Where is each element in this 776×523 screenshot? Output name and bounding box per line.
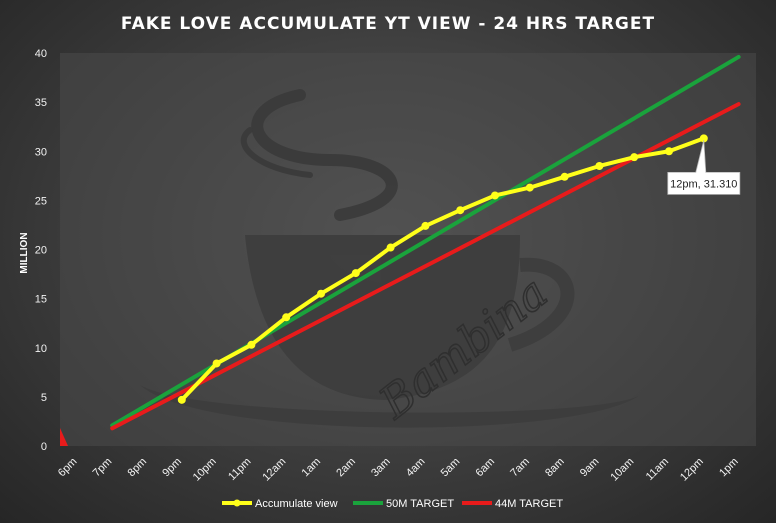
x-tick-label: 8pm bbox=[125, 456, 149, 480]
x-tick-label: 4am bbox=[404, 456, 428, 480]
x-tick-label: 12pm bbox=[678, 456, 706, 484]
x-tick-label: 9am bbox=[578, 456, 602, 480]
series-layer bbox=[110, 54, 741, 431]
y-tick-label: 30 bbox=[35, 146, 47, 158]
data-point bbox=[317, 289, 325, 298]
x-tick-label: 3am bbox=[369, 456, 393, 480]
y-tick-label: 40 bbox=[35, 48, 47, 60]
x-tick-label: 5am bbox=[439, 456, 463, 480]
data-point bbox=[421, 221, 430, 230]
x-tick-label: 2am bbox=[334, 456, 358, 480]
legend-label: 44M TARGET bbox=[495, 498, 563, 510]
x-tick-label: 9pm bbox=[160, 456, 184, 480]
y-tick-label: 25 bbox=[35, 195, 47, 207]
data-point bbox=[351, 269, 360, 278]
y-tick-label: 20 bbox=[35, 245, 47, 257]
x-axis: 6pm 7pm 8pm 9pm 10pm 11pm 12am 1am 2am 3am 4am 5am 6… bbox=[56, 456, 741, 484]
series-line-accumulate-view bbox=[179, 136, 706, 402]
data-point bbox=[177, 395, 186, 404]
data-point bbox=[282, 313, 291, 322]
data-point bbox=[630, 153, 639, 162]
data-point bbox=[386, 243, 395, 252]
legend-label: Accumulate view bbox=[255, 498, 338, 510]
data-point bbox=[247, 340, 256, 349]
coffee-cup-icon bbox=[140, 89, 640, 428]
data-point bbox=[560, 172, 569, 181]
y-tick-label: 35 bbox=[35, 97, 47, 109]
x-tick-label: 7pm bbox=[91, 456, 115, 480]
x-tick-label: 12am bbox=[260, 456, 288, 484]
x-tick-label: 11pm bbox=[226, 456, 253, 483]
data-point bbox=[212, 359, 221, 368]
y-tick-label: 10 bbox=[35, 343, 47, 355]
callout-text: 12pm, 31.310 bbox=[670, 178, 737, 190]
x-tick-label: 1pm bbox=[717, 456, 741, 480]
y-tick-label: 0 bbox=[41, 441, 47, 453]
data-point bbox=[491, 191, 499, 200]
y-tick-label: 5 bbox=[41, 392, 47, 404]
x-tick-label: 10pm bbox=[191, 456, 219, 484]
legend-label: 50M TARGET bbox=[386, 498, 454, 510]
data-callout: 12pm, 31.310 bbox=[667, 140, 741, 195]
data-point bbox=[665, 147, 673, 156]
data-point bbox=[525, 183, 534, 192]
x-tick-label: 8am bbox=[543, 456, 567, 480]
data-point bbox=[699, 134, 708, 143]
chart-title: FAKE LOVE ACCUMULATE YT VIEW - 24 HRS TA… bbox=[121, 14, 655, 34]
x-tick-label: 6am bbox=[473, 456, 497, 480]
x-tick-label: 11am bbox=[644, 456, 671, 483]
y-axis-label: MILLION bbox=[19, 232, 30, 273]
data-point bbox=[456, 206, 465, 215]
data-point bbox=[595, 161, 604, 170]
x-tick-label: 6pm bbox=[56, 456, 80, 480]
callout-box bbox=[667, 140, 741, 195]
legend: Accumulate view 50M TARGET 44M TARGET bbox=[222, 498, 563, 510]
x-tick-label: 7am bbox=[508, 456, 532, 480]
y-axis: 0 5 10 15 20 25 30 35 40 bbox=[35, 48, 47, 453]
x-tick-label: 10am bbox=[608, 456, 636, 484]
legend-marker bbox=[233, 499, 241, 507]
corner-marker bbox=[60, 428, 68, 446]
x-tick-label: 1am bbox=[299, 456, 323, 480]
y-tick-label: 15 bbox=[35, 294, 47, 306]
